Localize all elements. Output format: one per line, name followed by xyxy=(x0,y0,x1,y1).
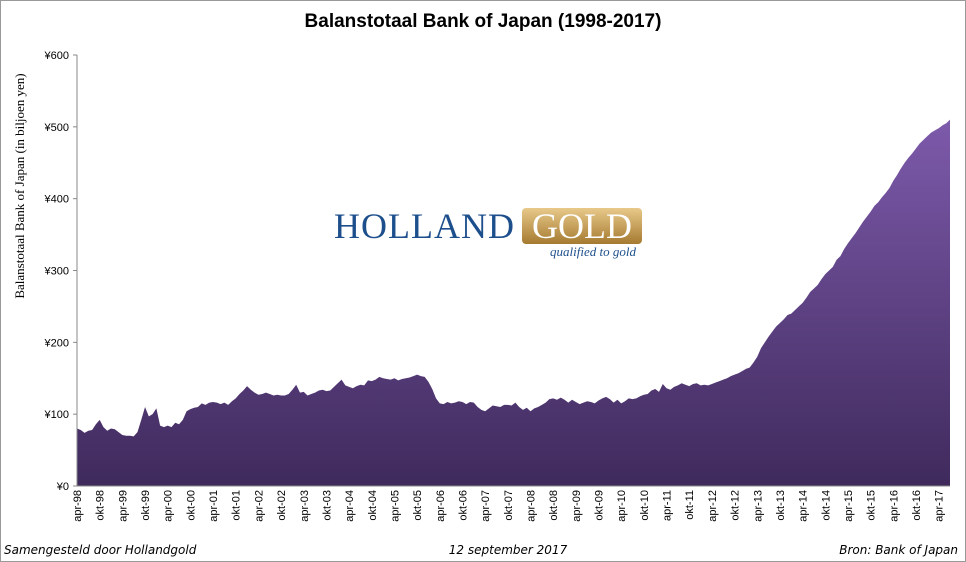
x-tick-label: okt-99 xyxy=(140,490,152,521)
x-tick-label: apr-98 xyxy=(72,490,84,522)
x-tick-label: okt-01 xyxy=(231,490,243,521)
x-tick-label: okt-05 xyxy=(412,490,424,521)
x-tick-label: apr-15 xyxy=(843,490,855,522)
area xyxy=(77,119,950,487)
y-tick-label: ¥200 xyxy=(44,337,69,349)
x-tick-label: okt-00 xyxy=(185,490,197,521)
logo-word: GOLD xyxy=(532,206,632,246)
x-tick-label: apr-13 xyxy=(752,490,764,522)
y-tick-label: ¥400 xyxy=(44,194,69,206)
x-tick-label: okt-03 xyxy=(321,490,333,521)
x-tick-label: apr-99 xyxy=(117,490,129,522)
x-tick-label: apr-02 xyxy=(253,490,265,522)
x-tick-label: apr-09 xyxy=(571,490,583,522)
y-tick-label: ¥0 xyxy=(56,481,69,493)
x-tick-label: okt-15 xyxy=(866,490,878,521)
footer-center: 12 september 2017 xyxy=(449,543,568,557)
x-tick-label: okt-11 xyxy=(684,490,696,520)
x-tick-label: okt-14 xyxy=(820,490,832,521)
x-tick-label: apr-04 xyxy=(344,490,356,522)
x-tick-label: apr-12 xyxy=(707,490,719,522)
y-tick-label: ¥100 xyxy=(44,409,69,421)
y-tick-label: ¥500 xyxy=(44,122,69,134)
x-tick-label: apr-16 xyxy=(888,490,900,522)
x-tick-label: okt-04 xyxy=(367,490,379,521)
x-tick-label: apr-05 xyxy=(389,490,401,522)
y-tick-label: ¥600 xyxy=(44,50,69,62)
x-tick-label: apr-08 xyxy=(526,490,538,522)
x-tick-label: apr-00 xyxy=(163,490,175,522)
x-tick-label: apr-10 xyxy=(616,490,628,522)
x-tick-label: okt-16 xyxy=(911,490,923,521)
x-tick-label: okt-12 xyxy=(730,490,742,521)
x-tick-label: okt-08 xyxy=(548,490,560,521)
x-tick-label: apr-06 xyxy=(435,490,447,522)
x-tick-label: apr-17 xyxy=(934,490,946,522)
logo-badge xyxy=(522,208,642,244)
y-tick-label: ¥300 xyxy=(44,266,69,278)
x-tick-label: apr-03 xyxy=(299,490,311,522)
x-tick-label: apr-11 xyxy=(662,490,674,521)
x-tick-label: okt-02 xyxy=(276,490,288,521)
x-tick-label: okt-13 xyxy=(775,490,787,521)
plot: ¥0 ¥100 ¥200 ¥300 ¥400 ¥500 ¥600 apr-98 okt-98 ap… xyxy=(44,50,950,522)
x-tick-label: okt-10 xyxy=(639,490,651,521)
chart-title: Balanstotaal Bank of Japan (1998-2017) xyxy=(305,11,662,32)
footer-right: Bron: Bank of Japan xyxy=(839,543,958,557)
x-tick-label: okt-06 xyxy=(457,490,469,521)
y-axis-label: Balanstotaal Bank of Japan (in biljoen y… xyxy=(12,73,27,298)
x-tick-label: okt-09 xyxy=(594,490,606,521)
logo-tagline: qualified to gold xyxy=(550,244,636,259)
x-tick-label: okt-98 xyxy=(95,490,107,521)
x-tick-label: apr-01 xyxy=(208,490,220,522)
x-tick-label: apr-14 xyxy=(798,490,810,522)
logo: HOLLAND GOLD qualified to gold xyxy=(334,206,642,259)
footer-left: Samengesteld door Hollandgold xyxy=(4,543,197,557)
logo-word: HOLLAND xyxy=(334,206,515,246)
x-tick-label: okt-07 xyxy=(503,490,515,521)
x-tick-label: apr-07 xyxy=(480,490,492,522)
